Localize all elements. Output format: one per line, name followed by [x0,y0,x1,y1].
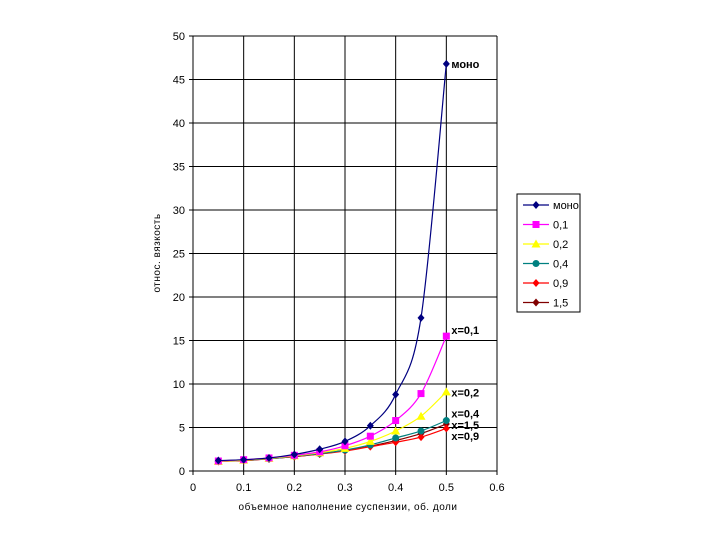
axes [189,35,498,475]
x-tick-label: 0.4 [388,482,403,494]
data-point [366,432,374,440]
legend-label: 0,1 [553,220,568,232]
data-point [532,221,540,228]
annotations: моно x=0,1 x=0,2 x=0,4x=1,5x=0,9 [451,59,480,443]
data-point [392,390,400,399]
data-point [441,387,451,396]
annotation-label: x=0,2 [451,388,479,400]
y-tick-label: 50 [173,31,185,43]
legend-item: 0,4 [523,259,568,271]
x-tick-label: 0.3 [337,482,352,494]
y-tick-label: 45 [173,75,185,87]
y-tick-label: 5 [179,423,185,435]
grid [193,35,498,471]
y-tick-label: 15 [173,336,185,348]
y-tick-label: 30 [173,205,185,217]
legend-box [516,193,581,313]
data-point [316,445,324,454]
legend-item: 0,1 [523,220,568,232]
data-point [391,426,401,435]
legend-item: 1,5 [523,298,568,310]
data-point [417,390,425,398]
series-layer [213,59,451,466]
legend-label: 0,4 [553,259,568,271]
legend: моно 0,1 0,2 0,4 0,9 1,5 [516,193,581,313]
data-point [341,437,349,446]
data-point [341,442,349,450]
annotation-label: x=0,9 [451,431,479,443]
y-tick-label: 40 [173,118,185,130]
y-tick-label: 10 [173,379,185,391]
data-point [290,450,298,459]
annotation-label: x=1,5 [451,420,479,432]
y-tick-label: 35 [173,162,185,174]
data-point [532,298,540,307]
data-point [442,424,450,433]
data-point [532,279,540,287]
y-tick-label: 0 [179,466,185,478]
data-point [392,434,400,442]
legend-item: 0,2 [523,239,568,251]
x-tick-label: 0 [190,482,196,494]
x-tick-label: 0.5 [439,482,454,494]
data-point [417,433,425,442]
data-point [366,421,374,430]
annotation-label: x=0,4 [451,409,480,421]
data-point [417,427,425,435]
y-axis-title: относ. вязкость [152,213,163,292]
legend-label: моно [553,200,579,212]
tick-labels: 0 5 10 15 20 25 30 35 40 45 50 0 0.1 0.2 0.3 0.4 0.5 0.6 [173,31,505,494]
data-point [214,456,222,465]
legend-label: 0,9 [553,278,568,290]
data-point [365,436,375,445]
data-point [240,455,248,464]
data-point [531,239,541,248]
data-point [265,453,273,462]
data-point [442,417,450,425]
x-tick-label: 0.1 [236,482,251,494]
annotation-label: x=0,1 [451,325,479,337]
annotation-label: моно [451,59,479,71]
series-моно [214,59,450,465]
legend-label: 1,5 [553,298,568,310]
y-tick-label: 20 [173,292,185,304]
data-point [392,417,400,425]
data-point [416,411,426,420]
x-axis-title: объемное наполнение суспензии, об. доли [239,501,458,513]
y-tick-label: 25 [173,249,185,261]
legend-label: 0,2 [553,239,568,251]
data-point [442,59,450,68]
data-point [532,260,540,267]
legend-item: 0,9 [523,278,568,290]
data-point [442,332,450,340]
data-point [532,201,540,209]
data-point [417,313,425,322]
x-tick-label: 0.6 [489,482,504,494]
legend-item: моно [523,200,579,212]
x-tick-label: 0.2 [287,482,302,494]
